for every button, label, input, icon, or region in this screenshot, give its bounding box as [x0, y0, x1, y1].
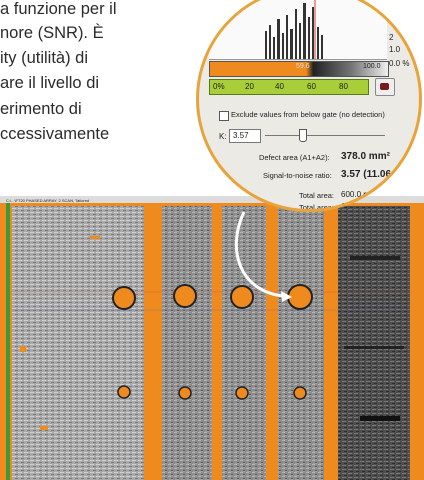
total-area-label-2: Total area: — [299, 203, 335, 212]
article-line: a funzione per il — [0, 0, 117, 18]
snr-label: Signal-to-noise ratio: — [263, 171, 332, 180]
article-line: erimento di — [0, 100, 82, 118]
article-line: are il livello di — [0, 74, 100, 92]
cscan-image — [0, 196, 424, 480]
article-line: nore (SNR). È — [0, 24, 104, 42]
k-slider-handle[interactable] — [299, 129, 307, 142]
histogram-bars — [265, 0, 323, 59]
total-area-value: 600.0 mm² — [341, 190, 380, 199]
palette-icon — [380, 83, 389, 90]
scale-tick: 0% — [213, 82, 225, 91]
axis-label: 1.0 — [389, 45, 401, 54]
exclude-checkbox[interactable] — [219, 111, 229, 121]
k-label: K: — [219, 132, 227, 141]
threshold-bar[interactable] — [209, 61, 389, 77]
cscan-view: C:\...\FT20 PHASED ARRAY, 2 SCAN, Tailor… — [0, 196, 424, 480]
article-line: ccessivamente — [0, 125, 110, 143]
magnifier-callout: 2 1.0 0.0 % 59.6 100.0 0% 20 40 60 80 Ex… — [196, 0, 422, 212]
exclude-label: Exclude values from below gate (no detec… — [231, 110, 385, 119]
k-input[interactable]: 3.57 — [229, 129, 261, 143]
scale-tick: 80 — [339, 82, 348, 91]
k-slider-track[interactable] — [265, 135, 385, 136]
palette-button[interactable] — [375, 78, 395, 96]
histogram-panel — [209, 0, 387, 60]
scale-tick: 40 — [275, 82, 284, 91]
article-line: ity (utilità) di — [0, 49, 89, 67]
total-area-value-2: 63 — [341, 202, 350, 211]
scale-tick: 60 — [307, 82, 316, 91]
bar-mark: 100.0 — [363, 63, 381, 70]
axis-label: 0.0 % — [389, 59, 410, 68]
k-input-value: 3.57 — [233, 131, 249, 140]
scan-title: C:\...\FT20 PHASED ARRAY, 2 SCAN, Tailor… — [6, 198, 90, 203]
defect-area-label: Defect area (A1+A2): — [259, 153, 330, 162]
defect-area-value: 378.0 mm² — [341, 151, 390, 162]
total-area-label: Total area: — [299, 191, 335, 200]
green-scale[interactable] — [209, 79, 369, 95]
snr-value: 3.57 (11.06 dB) — [341, 169, 411, 180]
axis-label: 2 — [389, 33, 394, 42]
scale-tick: 20 — [245, 82, 254, 91]
bar-mark: 59.6 — [296, 63, 310, 70]
